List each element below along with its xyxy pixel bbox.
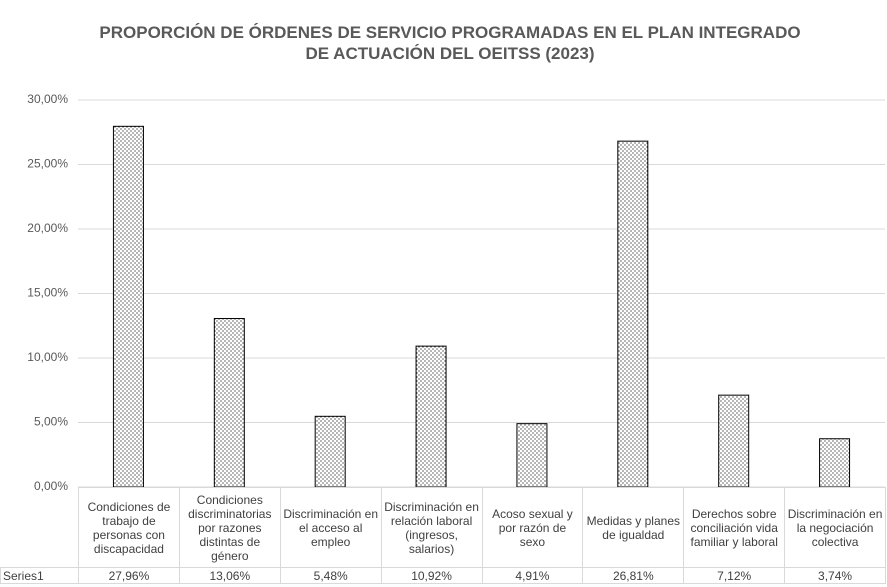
category-label: Medidas y planes de igualdad xyxy=(582,487,685,568)
y-tick-label: 30,00% xyxy=(27,92,68,106)
series-name: Series1 xyxy=(0,567,79,584)
chart-title: PROPORCIÓN DE ÓRDENES DE SERVICIO PROGRA… xyxy=(99,23,801,63)
value-label: 27,96% xyxy=(78,567,180,584)
value-label: 3,74% xyxy=(784,567,886,584)
bar xyxy=(718,394,750,488)
category-label: Condiciones de trabajo de personas con d… xyxy=(78,487,180,568)
y-tick-label: 5,00% xyxy=(34,415,68,429)
bar xyxy=(415,345,447,488)
value-label: 13,06% xyxy=(178,567,281,584)
category-label: Discriminación en relación laboral (ingr… xyxy=(380,487,483,568)
value-label: 26,81% xyxy=(582,567,685,584)
category-label: Derechos sobre conciliación vida familia… xyxy=(683,487,786,568)
category-label: Discriminación en el acceso al empleo xyxy=(279,487,382,568)
bar xyxy=(617,140,649,488)
value-label: 5,48% xyxy=(279,567,382,584)
value-label: 7,12% xyxy=(683,567,786,584)
bar xyxy=(112,125,144,488)
y-tick-label: 10,00% xyxy=(27,350,68,364)
category-label: Discriminación en la negociación colecti… xyxy=(784,487,886,568)
category-label: Condiciones discriminatorias por razones… xyxy=(178,487,281,568)
bar xyxy=(213,318,245,488)
y-tick-label: 20,00% xyxy=(27,221,68,235)
bar xyxy=(314,415,346,488)
y-tick-label: 0,00% xyxy=(34,479,68,493)
value-label: 10,92% xyxy=(380,567,483,584)
y-tick-label: 15,00% xyxy=(27,286,68,300)
y-tick-label: 25,00% xyxy=(27,157,68,171)
value-label: 4,91% xyxy=(481,567,584,584)
bar xyxy=(516,423,548,488)
bar xyxy=(819,438,851,488)
category-label: Acoso sexual y por razón de sexo xyxy=(481,487,584,568)
